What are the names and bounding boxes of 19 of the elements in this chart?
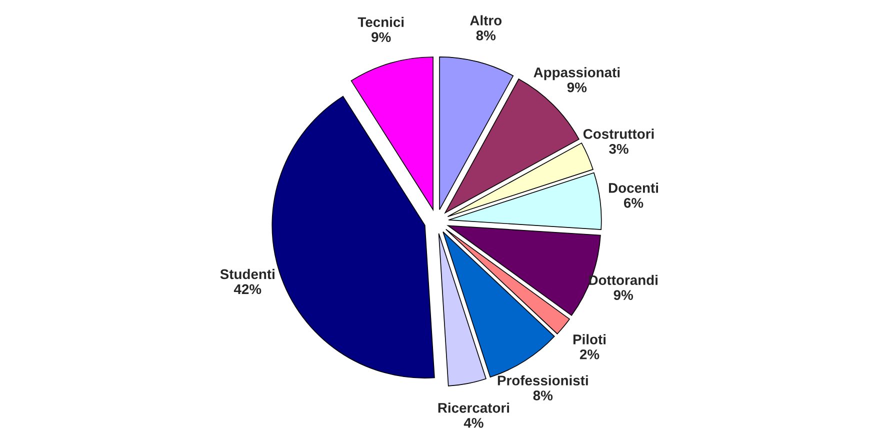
slice-label: Docenti xyxy=(608,182,658,193)
data-label: 4% xyxy=(464,418,484,428)
slice-label: Ricercatori xyxy=(438,402,510,413)
data-label: 9% xyxy=(372,32,391,42)
data-label: 9% xyxy=(567,82,587,92)
slice-label: Costruttori xyxy=(583,128,654,139)
data-label: 9% xyxy=(614,290,634,300)
data-label: 2% xyxy=(580,349,600,360)
data-label: 8% xyxy=(476,30,496,40)
slice-label: Altro xyxy=(470,15,502,26)
slice-label: Studenti xyxy=(220,268,274,280)
data-label: 3% xyxy=(609,144,628,154)
slice-label: Professionisti xyxy=(498,375,588,386)
data-label: 8% xyxy=(533,390,553,400)
slice-label: Appassionati xyxy=(534,67,620,80)
slice-label: Tecnici xyxy=(358,16,404,28)
data-label: 42% xyxy=(234,284,262,294)
data-label: 6% xyxy=(624,198,644,208)
slice-label: Piloti xyxy=(573,334,606,344)
